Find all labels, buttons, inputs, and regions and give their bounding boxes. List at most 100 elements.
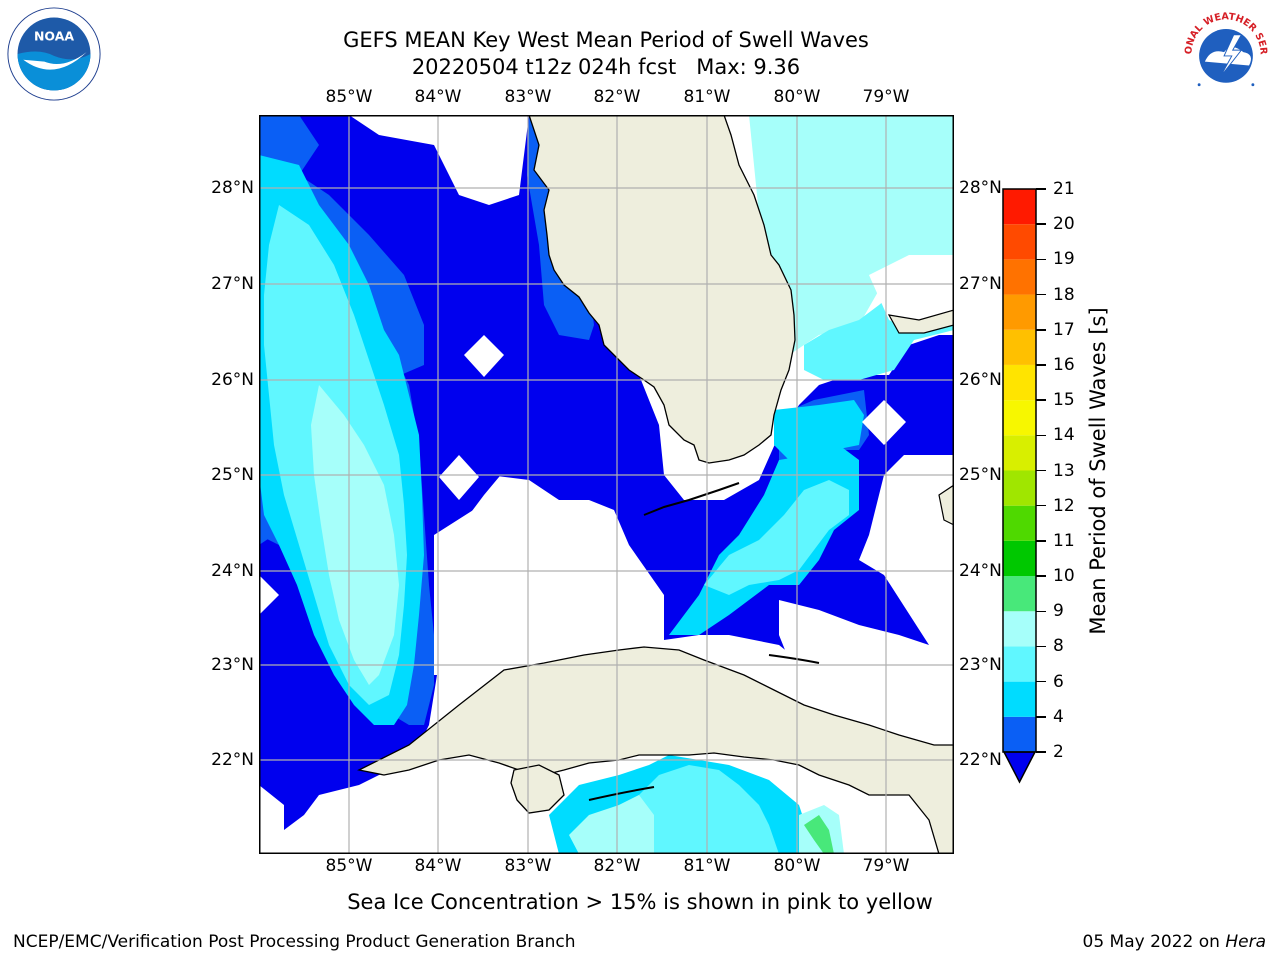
- map-gridlines: [259, 115, 954, 854]
- wave-field-green-patch: [804, 815, 834, 854]
- title-line-2: 20220504 t12z 024h fcst Max: 9.36: [411, 55, 801, 79]
- colorbar-tick-label: 4: [1053, 706, 1064, 727]
- isla-juventud: [510, 764, 565, 814]
- colorbar-tick-mark: [1036, 329, 1046, 331]
- colorbar-tick-mark: [1036, 540, 1046, 542]
- lon-label-bottom-81w: 81°W: [683, 856, 731, 876]
- lon-label-top-83w: 83°W: [504, 87, 552, 107]
- colorbar-segment: [1003, 716, 1036, 752]
- nws-logo: NATIONAL WEATHER SERVICE: [1178, 6, 1273, 101]
- lon-label-bottom-79w: 79°W: [862, 856, 910, 876]
- lon-label-bottom-84w: 84°W: [414, 856, 462, 876]
- colorbar-tick-label: 10: [1053, 566, 1075, 587]
- lat-label-left-28n: 28°N: [211, 178, 254, 198]
- lon-label-top-84w: 84°W: [414, 87, 462, 107]
- colorbar-tick-mark: [1036, 293, 1046, 296]
- colorbar-tick-mark: [1036, 610, 1046, 612]
- colorbar-tick-label: 11: [1053, 530, 1075, 551]
- andros-island: [938, 484, 954, 526]
- colorbar-tick-mark: [1036, 469, 1046, 472]
- date-line: 05 May 2022 on Hera: [1083, 932, 1267, 952]
- colorbar-tick-mark: [1036, 258, 1046, 261]
- colorbar: [1002, 188, 1037, 784]
- lat-label-left-27n: 27°N: [211, 274, 254, 294]
- colorbar-segment: [1003, 329, 1036, 365]
- lat-label-right-26n: 26°N: [959, 370, 1002, 390]
- lon-label-bottom-85w: 85°W: [325, 856, 373, 876]
- colorbar-tick-mark: [1036, 223, 1046, 225]
- lon-label-bottom-83w: 83°W: [504, 856, 552, 876]
- colorbar-tick-label: 13: [1053, 460, 1075, 481]
- lon-label-bottom-80w: 80°W: [773, 856, 821, 876]
- no-data-hole-5: [434, 500, 664, 675]
- colorbar-tick-label: 8: [1053, 636, 1064, 657]
- lat-label-left-24n: 24°N: [211, 561, 254, 581]
- lon-label-bottom-82w: 82°W: [593, 856, 641, 876]
- lon-label-top-82w: 82°W: [593, 87, 641, 107]
- colorbar-tick-mark: [1036, 645, 1046, 648]
- colorbar-tick-mark: [1036, 680, 1046, 683]
- colorbar-tick-mark: [1036, 434, 1046, 437]
- colorbar-segment: [1003, 400, 1036, 436]
- colorbar-tick-label: 12: [1053, 495, 1075, 516]
- colorbar-title: Mean Period of Swell Waves [s]: [1086, 307, 1110, 635]
- colorbar-segment: [1003, 505, 1036, 541]
- map-frame: [259, 115, 954, 854]
- colorbar-tick-label: 20: [1053, 214, 1075, 235]
- colorbar-under-arrow: [1002, 751, 1037, 784]
- no-data-hole-3: [862, 400, 906, 445]
- lat-label-right-22n: 22°N: [959, 750, 1002, 770]
- lon-label-top-80w: 80°W: [773, 87, 821, 107]
- no-data-hole-2: [439, 455, 479, 500]
- colorbar-segment: [1003, 224, 1036, 260]
- noaa-logo: NOAA: [7, 7, 101, 101]
- lat-label-right-25n: 25°N: [959, 465, 1002, 485]
- colorbar-segment: [1003, 646, 1036, 682]
- lon-label-top-79w: 79°W: [862, 87, 910, 107]
- credit-line: NCEP/EMC/Verification Post Processing Pr…: [13, 932, 576, 952]
- lat-label-right-23n: 23°N: [959, 655, 1002, 675]
- title-line-1: GEFS MEAN Key West Mean Period of Swell …: [343, 28, 869, 52]
- colorbar-tick-label: 17: [1053, 319, 1075, 340]
- colorbar-tick-label: 15: [1053, 390, 1075, 411]
- no-data-hole-4: [259, 575, 279, 615]
- svg-text:NOAA: NOAA: [34, 29, 74, 44]
- lat-label-left-26n: 26°N: [211, 370, 254, 390]
- sea-ice-note: Sea Ice Concentration > 15% is shown in …: [347, 890, 933, 914]
- colorbar-tick-mark: [1036, 575, 1046, 577]
- lat-label-right-28n: 28°N: [959, 178, 1002, 198]
- colorbar-tick-label: 19: [1053, 249, 1075, 270]
- host-name: Hera: [1225, 932, 1266, 952]
- wave-field-west-max: [311, 385, 399, 685]
- colorbar-tick-mark: [1036, 716, 1046, 718]
- no-data-hole-8: [869, 255, 954, 330]
- lat-label-left-23n: 23°N: [211, 655, 254, 675]
- colorbar-segment: [1003, 435, 1036, 471]
- no-data-hole-1: [464, 335, 504, 377]
- date-text: 05 May 2022 on: [1082, 932, 1226, 952]
- lat-label-left-25n: 25°N: [211, 465, 254, 485]
- colorbar-segment: [1003, 189, 1036, 225]
- colorbar-segment: [1003, 576, 1036, 612]
- colorbar-segment: [1003, 540, 1036, 577]
- colorbar-tick-label: 21: [1053, 179, 1075, 199]
- colorbar-tick-mark: [1036, 504, 1046, 507]
- swell-period-map: [259, 115, 954, 854]
- colorbar-segment: [1003, 364, 1036, 401]
- colorbar-segment: [1003, 611, 1036, 647]
- colorbar-tick-mark: [1036, 399, 1046, 401]
- colorbar-tick-label: 2: [1053, 742, 1064, 762]
- wave-field-south-max: [569, 795, 654, 854]
- colorbar-tick-mark: [1036, 751, 1046, 753]
- colorbar-tick-label: 16: [1053, 354, 1075, 375]
- colorbar-tick-mark: [1036, 364, 1046, 366]
- colorbar-tick-mark: [1036, 188, 1046, 190]
- colorbar-segment: [1003, 259, 1036, 295]
- colorbar-tick-label: 6: [1053, 671, 1064, 692]
- colorbar-segment: [1003, 681, 1036, 717]
- colorbar-segment: [1003, 294, 1036, 330]
- colorbar-tick-label: 9: [1053, 601, 1064, 622]
- wave-field-ne-light: [749, 115, 954, 355]
- no-data-hole-6: [779, 600, 954, 715]
- lon-label-top-81w: 81°W: [683, 87, 731, 107]
